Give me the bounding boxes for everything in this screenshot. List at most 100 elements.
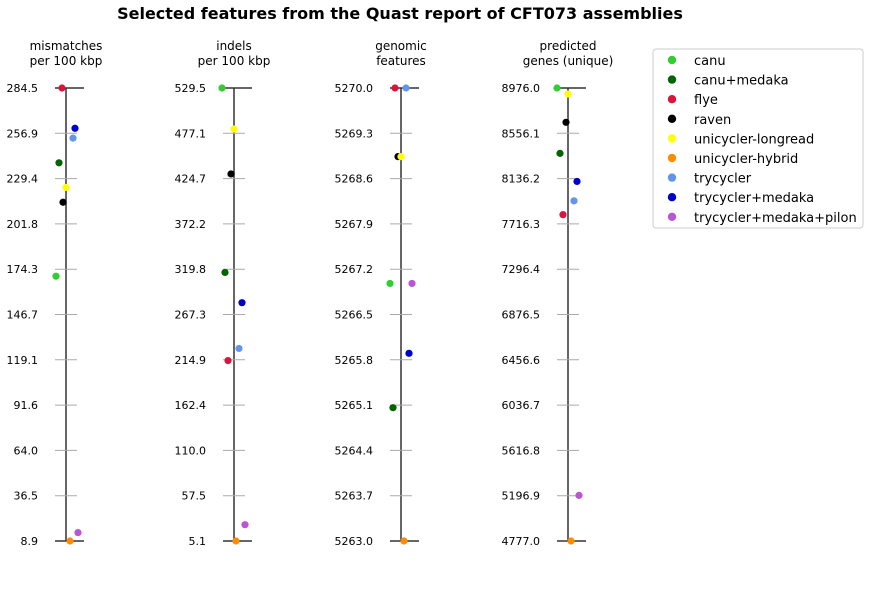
- data-point-flye: [391, 84, 399, 92]
- legend-label: unicycler-hybrid: [694, 152, 798, 167]
- tick-label: 8136.2: [502, 173, 541, 186]
- axis-header-2-line-1: indels: [216, 39, 252, 53]
- tick-label: 201.8: [7, 218, 39, 231]
- axis-header-3-line-2: features: [376, 54, 426, 68]
- legend-marker: [667, 173, 677, 182]
- data-point-canu: [553, 84, 561, 92]
- tick-label: 256.9: [7, 127, 39, 140]
- tick-label: 57.5: [182, 490, 207, 503]
- data-point-trycycler-medaka: [405, 349, 413, 357]
- data-point-trycycler: [235, 344, 243, 353]
- data-point-unicycler-hybrid: [232, 537, 240, 545]
- axis-header-4-line-2: genes (unique): [523, 54, 614, 68]
- legend-marker: [667, 193, 677, 202]
- legend-label: trycycler: [694, 172, 752, 187]
- data-point-flye: [559, 211, 567, 219]
- data-point-flye: [224, 356, 232, 365]
- tick-label: 214.9: [175, 354, 207, 367]
- data-point-raven: [562, 118, 570, 126]
- data-point-unicycler-longread: [230, 125, 238, 133]
- tick-label: 162.4: [175, 399, 207, 412]
- tick-label: 5266.5: [335, 309, 374, 322]
- tick-label: 5269.3: [335, 127, 374, 140]
- data-point-trycycler: [570, 197, 578, 205]
- data-point-canu-medaka: [55, 159, 63, 167]
- tick-label: 6036.7: [502, 399, 541, 412]
- data-point-unicycler-longread: [397, 152, 405, 161]
- legend-marker: [667, 55, 677, 65]
- tick-label: 5196.9: [502, 490, 541, 503]
- legend-marker: [667, 153, 677, 163]
- data-point-trycycler: [69, 134, 77, 142]
- tick-label: 477.1: [175, 127, 207, 140]
- tick-label: 5270.0: [335, 82, 374, 95]
- legend-label: canu: [694, 54, 726, 69]
- data-point-trycycler-medaka-pilon: [408, 279, 416, 288]
- legend: canu canu+medaka flye raven unicycler-longre…: [652, 48, 864, 229]
- data-point-unicycler-hybrid: [400, 537, 408, 545]
- axis-header-1-line-1: mismatches: [30, 39, 103, 53]
- tick-label: 8556.1: [502, 127, 541, 140]
- tick-label: 7296.4: [502, 263, 541, 276]
- tick-label: 6876.5: [502, 309, 541, 322]
- tick-label: 529.5: [175, 82, 207, 95]
- tick-label: 5265.1: [335, 399, 374, 412]
- tick-label: 5265.8: [335, 354, 374, 367]
- tick-label: 229.4: [7, 173, 39, 186]
- data-point-raven: [227, 170, 235, 178]
- data-point-raven: [59, 198, 67, 206]
- data-point-trycycler-medaka: [238, 299, 246, 307]
- chart-title: Selected features from the Quast report …: [117, 4, 683, 23]
- data-point-trycycler: [402, 84, 410, 92]
- legend-marker: [667, 114, 677, 124]
- tick-label: 5267.2: [335, 263, 374, 276]
- tick-label: 8.9: [21, 535, 39, 548]
- legend-marker: [667, 134, 677, 143]
- legend-label: trycycler+medaka+pilon: [694, 211, 857, 226]
- legend-frame: [652, 48, 864, 229]
- tick-label: 372.2: [175, 218, 207, 231]
- legend-label: canu+medaka: [694, 74, 789, 89]
- tick-label: 174.3: [7, 263, 39, 276]
- data-point-flye: [58, 84, 66, 92]
- tick-label: 5.1: [189, 535, 207, 548]
- axis-header-4-line-1: predicted: [540, 39, 597, 53]
- tick-label: 5263.0: [335, 535, 374, 548]
- data-point-trycycler-medaka-pilon: [241, 521, 249, 529]
- tick-label: 64.0: [14, 444, 39, 457]
- tick-label: 319.8: [175, 263, 207, 276]
- axis-header-1-line-2: per 100 kbp: [30, 54, 103, 68]
- tick-label: 5268.6: [335, 173, 374, 186]
- tick-label: 5263.7: [335, 490, 374, 503]
- data-point-unicycler-hybrid: [567, 537, 575, 545]
- data-point-canu: [52, 272, 60, 280]
- data-point-canu-medaka: [221, 268, 229, 277]
- tick-label: 119.1: [7, 354, 39, 367]
- tick-label: 110.0: [175, 444, 207, 457]
- tick-label: 5267.9: [335, 218, 374, 231]
- axis-header-3-line-1: genomic: [375, 39, 427, 53]
- tick-label: 36.5: [14, 490, 39, 503]
- tick-label: 8976.0: [502, 82, 541, 95]
- tick-label: 91.6: [14, 399, 39, 412]
- data-point-trycycler-medaka-pilon: [74, 529, 82, 537]
- data-point-canu: [218, 84, 226, 92]
- data-point-canu-medaka: [556, 149, 564, 157]
- legend-label: trycycler+medaka: [694, 191, 814, 206]
- axis-header-2-line-2: per 100 kbp: [198, 54, 271, 68]
- tick-label: 284.5: [7, 82, 39, 95]
- data-point-canu: [386, 279, 394, 288]
- legend-marker: [667, 75, 677, 84]
- legend-marker: [667, 95, 677, 104]
- legend-label: unicycler-longread: [694, 132, 814, 147]
- data-point-trycycler-medaka: [71, 124, 79, 132]
- tick-label: 6456.6: [502, 354, 541, 367]
- data-point-unicycler-longread: [564, 90, 572, 98]
- legend-label: flye: [694, 93, 718, 108]
- tick-label: 424.7: [175, 173, 207, 186]
